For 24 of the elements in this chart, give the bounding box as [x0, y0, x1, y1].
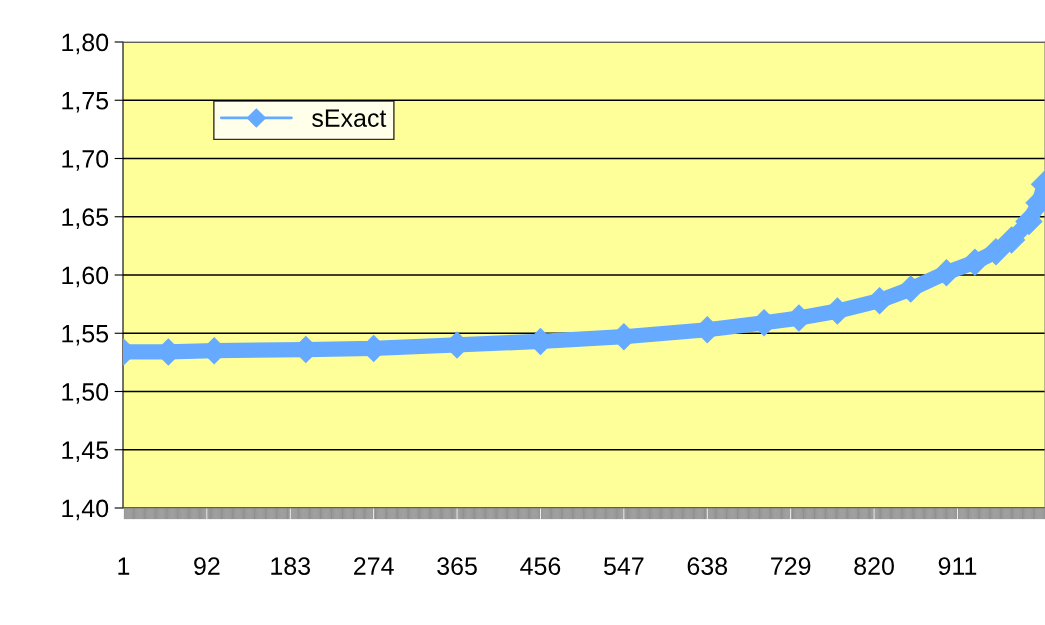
x-tick-label: 1 [118, 557, 130, 575]
y-tick-label: 1,40 [62, 499, 109, 521]
x-tick-label: 92 [194, 557, 220, 575]
x-tick-label: 820 [854, 557, 894, 575]
x-tick-label: 729 [771, 557, 811, 575]
point [1015, 207, 1043, 235]
y-tick-label: 1,75 [62, 92, 109, 113]
x-tick-label: 274 [354, 557, 394, 575]
x-tick-label: 183 [271, 557, 311, 575]
x-tick-label: 638 [687, 557, 728, 575]
x-tick-label: 547 [604, 557, 644, 575]
y-tick-label: 1,70 [62, 150, 109, 171]
y-tick-label: 1,60 [62, 266, 109, 288]
y-tick-label: 1,65 [62, 208, 109, 230]
x-tick-label: 365 [437, 557, 477, 575]
point [982, 238, 1010, 266]
point [998, 226, 1026, 254]
y-tick-label: 1,50 [62, 383, 109, 404]
x-tick-label: 456 [520, 557, 561, 575]
y-tick-label: 1,55 [62, 325, 109, 346]
legend-label: sExact [312, 109, 387, 127]
y-tick-label: 1,80 [62, 33, 109, 55]
x-tick-label: 911 [938, 557, 977, 575]
y-tick-label: 1,45 [62, 441, 109, 463]
